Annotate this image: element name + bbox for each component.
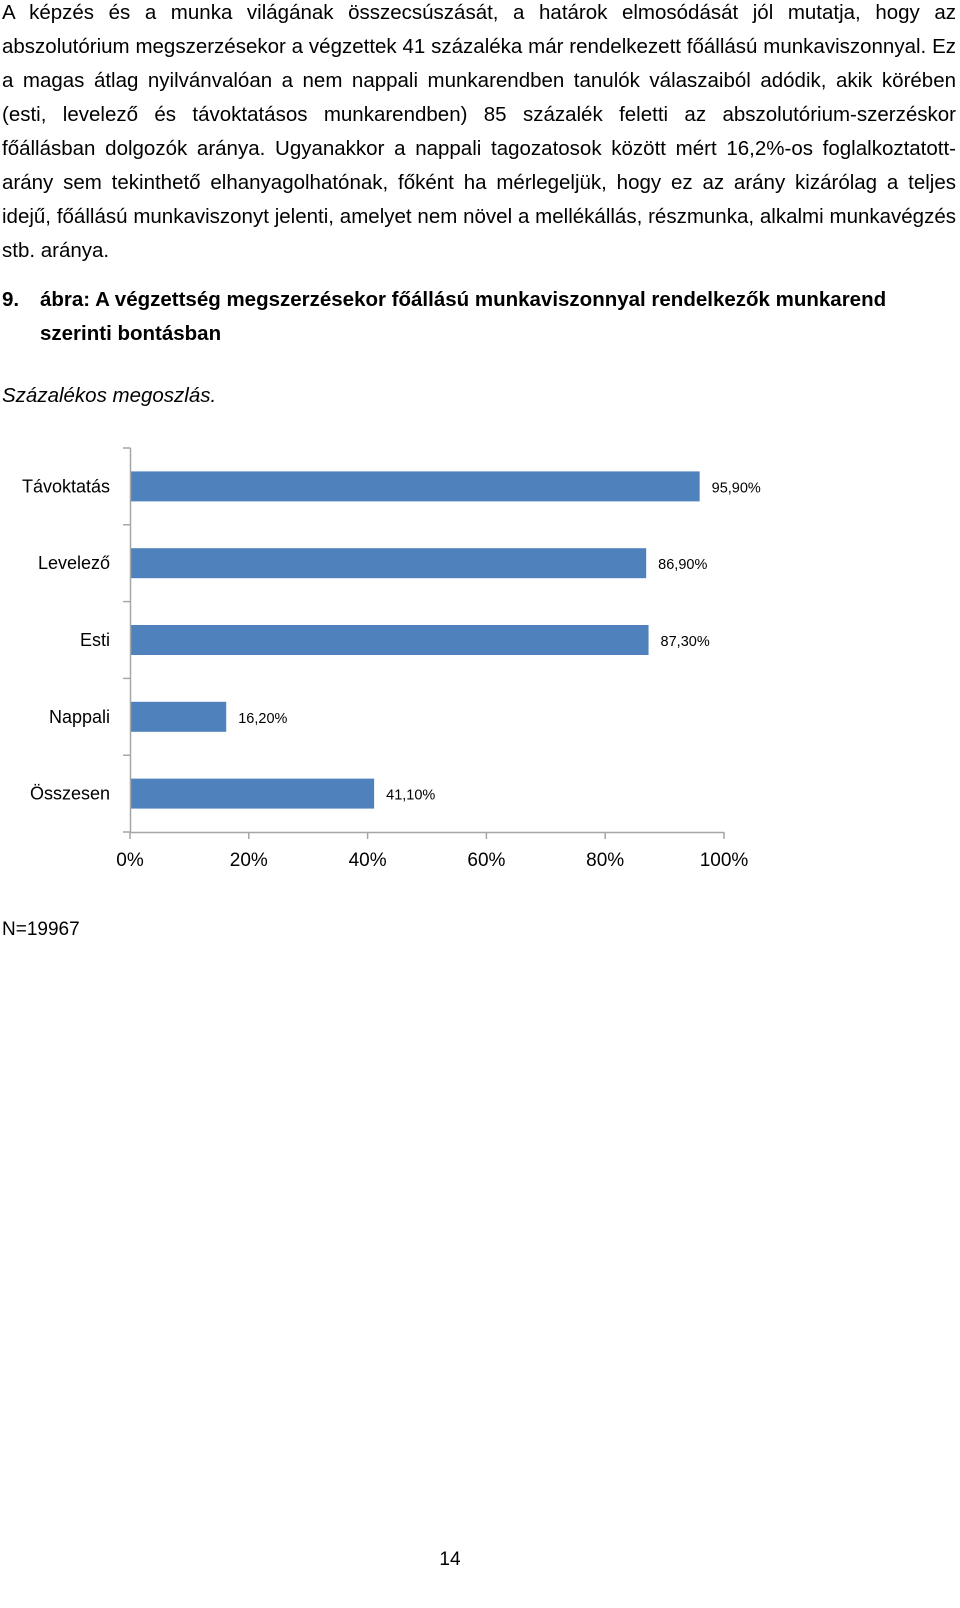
category-label-4: Nappali (49, 707, 110, 727)
bar-5 (130, 778, 375, 809)
bar-3 (130, 625, 649, 655)
value-axis-tick-label-0: 0% (116, 850, 144, 871)
figure-title: ábra: A végzettség megszerzésekor főállá… (40, 288, 887, 345)
value-label-4: 16,20% (238, 711, 287, 727)
category-label-1: Távoktatás (22, 476, 110, 496)
category-label-3: Esti (80, 630, 110, 650)
figure-caption: 9. ábra: A végzettség megszerzésekor főá… (2, 283, 956, 351)
page-number: 14 (439, 1549, 461, 1570)
value-axis-tick-label-5: 100% (700, 850, 749, 871)
value-label-5: 41,10% (386, 788, 435, 804)
body-paragraph: A képzés és a munka világának összecsúsz… (2, 1, 956, 262)
value-axis-tick-label-3: 60% (467, 850, 505, 871)
value-label-3: 87,30% (661, 634, 710, 650)
value-label-2: 86,90% (658, 557, 707, 573)
value-label-1: 95,90% (712, 480, 761, 496)
value-axis-tick-label-1: 20% (230, 850, 268, 871)
category-label-2: Levelező (38, 553, 110, 573)
bar-2 (130, 548, 647, 579)
bar-1 (130, 471, 700, 502)
figure-number: 9. (2, 288, 20, 311)
figure-subtitle: Százalékos megoszlás. (2, 384, 217, 407)
category-label-5: Összesen (30, 784, 110, 804)
sample-size-note: N=19967 (2, 919, 80, 940)
value-axis-tick-label-4: 80% (586, 850, 624, 871)
bar-chart: Távoktatás 95,90% Levelező 86,90% Esti 87,30%… (0, 440, 960, 900)
bar-4 (130, 701, 227, 732)
bar-chart-svg: Távoktatás 95,90% Levelező 86,90% Esti 87,30%… (22, 447, 761, 871)
value-axis-tick-label-2: 40% (349, 850, 387, 871)
